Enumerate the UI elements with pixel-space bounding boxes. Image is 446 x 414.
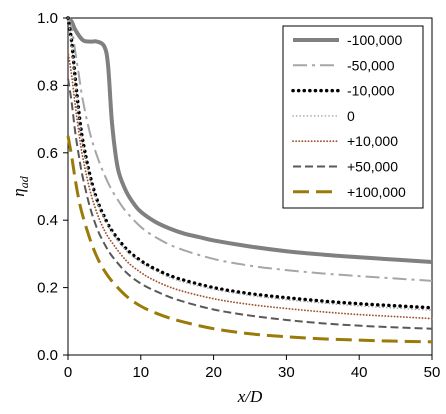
y-tick-label: 0.4 [37,212,58,229]
x-tick-label: 0 [64,364,72,381]
x-tick-label: 10 [132,364,149,381]
legend-label-3: 0 [347,108,355,124]
x-tick-label: 20 [205,364,222,381]
series-line-0 [66,16,433,264]
y-tick-label: 0.6 [37,145,58,162]
y-tick-label: 0.8 [37,77,58,94]
y-tick-label: 1.0 [37,10,58,27]
legend-label-1: -50,000 [347,57,395,73]
series-line-6 [66,135,433,344]
x-tick-label: 30 [278,364,295,381]
x-tick-label: 40 [351,364,368,381]
legend-label-6: +100,000 [347,184,406,200]
series-line-3 [67,17,433,311]
series-line-2 [66,16,434,310]
x-axis-label: x/D [237,387,263,406]
plot-frame [67,17,433,356]
series-line-1 [67,17,433,282]
series-line-4 [67,50,433,320]
legend-label-5: +50,000 [347,159,398,175]
x-tick-label: 50 [424,364,441,381]
legend-box [282,25,424,209]
y-tick-label: 0.0 [37,347,58,364]
y-axis-label: ηad [9,175,31,196]
legend-label-4: +10,000 [347,133,398,149]
legend-label-0: -100,000 [347,32,402,48]
legend-label-2: -10,000 [347,83,395,99]
series-line-5 [67,78,433,330]
y-tick-label: 0.2 [37,280,58,297]
